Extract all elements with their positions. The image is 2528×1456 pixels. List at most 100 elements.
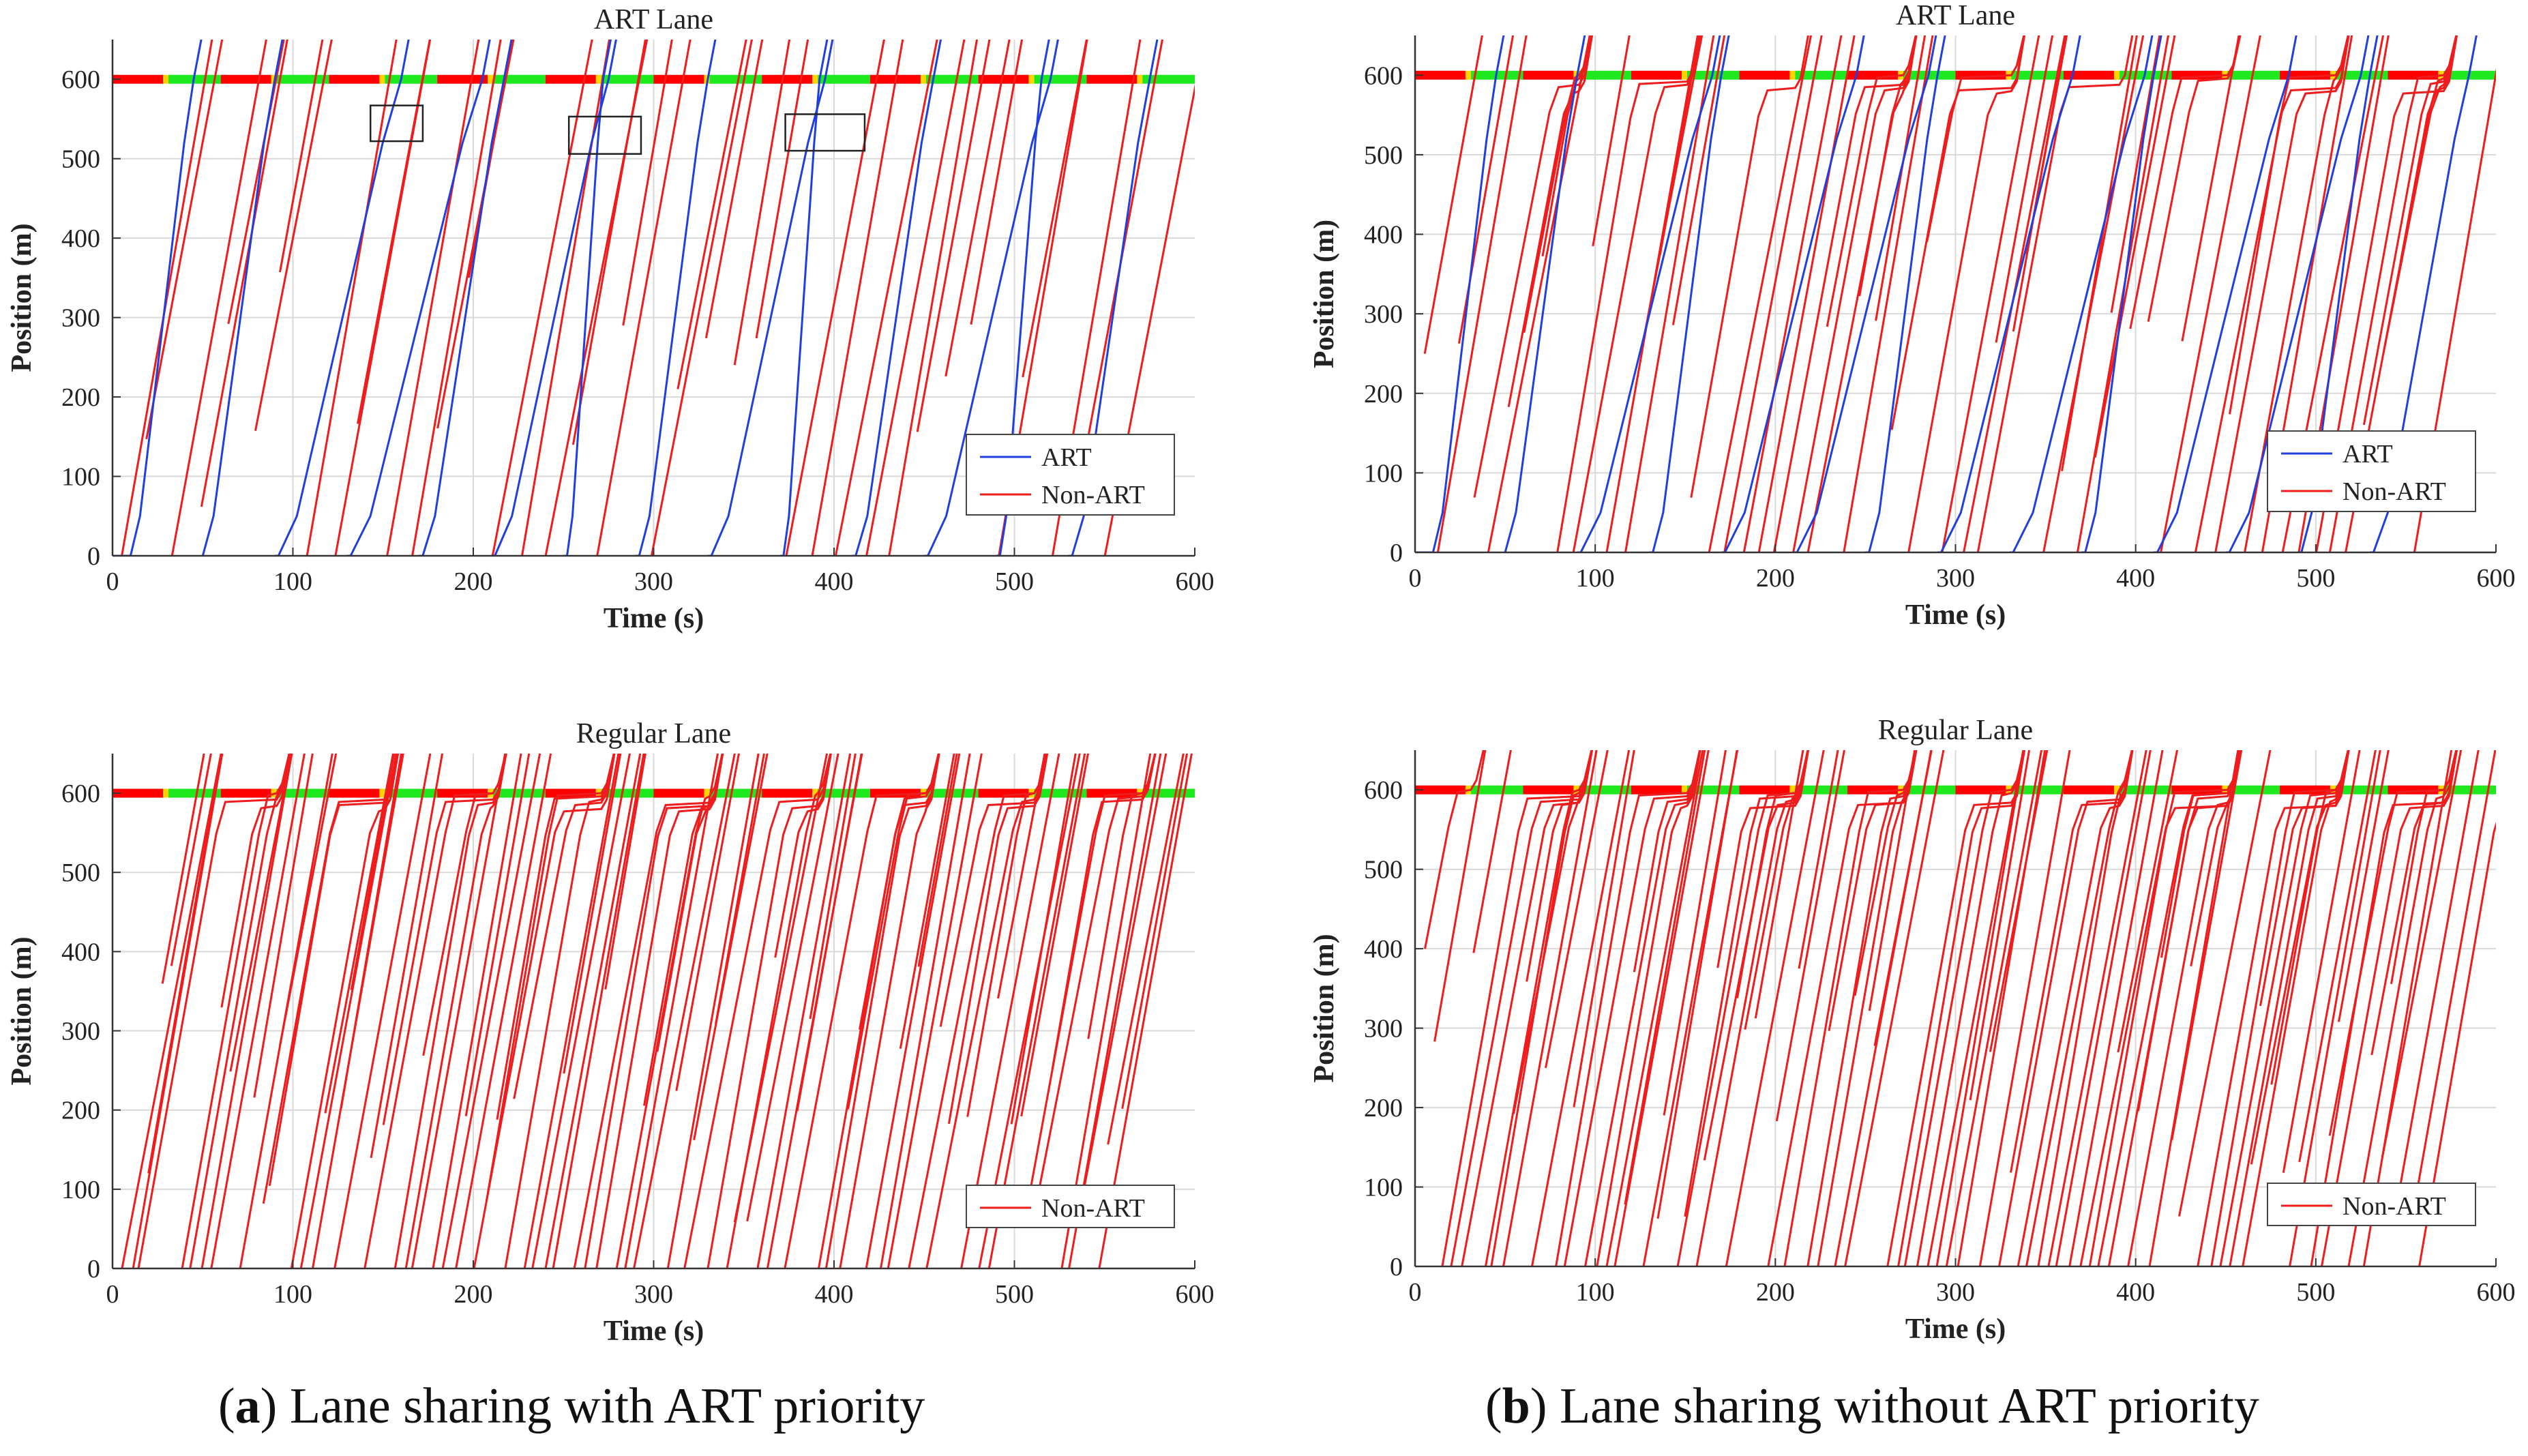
x-tick-label-2: 200 (1756, 1278, 1795, 1307)
y-tick-label-5: 500 (61, 145, 100, 174)
x-tick-label-6: 600 (2477, 564, 2516, 593)
nonart-trajectory (755, 40, 809, 339)
nonart-trajectory (1573, 750, 1635, 1108)
x-tick-label-5: 500 (995, 567, 1034, 596)
x-tick-label-2: 200 (454, 1280, 493, 1309)
nonart-trajectory (633, 754, 736, 1268)
nonart-trajectory (1903, 750, 2025, 1266)
nonart-trajectory (997, 754, 1046, 999)
art-trajectory-11 (924, 40, 1059, 556)
nonart-trajectory (1844, 750, 1945, 1266)
nonart-trajectory (2214, 35, 2350, 552)
nonart-trajectory (2171, 750, 2243, 1140)
nonart-trajectory (404, 754, 507, 1268)
y-tick-label-5: 500 (61, 859, 100, 887)
art-trajectory-4 (1721, 35, 1865, 552)
nonart-trajectory (1995, 35, 2054, 343)
y-tick-label-5: 500 (1364, 856, 1403, 885)
nonart-trajectory (411, 754, 507, 1268)
art-trajectory-0 (113, 40, 203, 556)
x-tick-label-0: 0 (106, 1280, 119, 1309)
x-tick-label-3: 300 (634, 1280, 673, 1309)
nonart-trajectory (513, 754, 616, 1099)
x-tick-label-1: 100 (1576, 1278, 1615, 1307)
x-tick-label-0: 0 (1409, 564, 1422, 593)
nonart-trajectory (1423, 35, 1483, 354)
nonart-trajectory (2181, 35, 2240, 342)
nonart-trajectory (1945, 750, 2043, 1266)
caption-a: (a) Lane sharing with ART priority (218, 1378, 925, 1436)
nonart-trajectory (1545, 750, 1609, 1069)
y-tick-label-3: 300 (1364, 1015, 1403, 1043)
nonart-trajectory (306, 40, 398, 556)
nonart-trajectory (2362, 750, 2453, 1266)
nonart-trajectory (220, 754, 291, 1008)
nonart-trajectory (2298, 750, 2377, 1163)
nonart-trajectory (189, 754, 291, 1268)
art-trajectory-12 (996, 40, 1050, 556)
nonart-trajectory (2282, 750, 2361, 1173)
y-tick-label-2: 200 (61, 383, 100, 412)
nonart-trajectory (2178, 750, 2272, 1217)
nonart-trajectory (899, 754, 955, 1049)
nonart-trajectory (1472, 750, 1512, 953)
nonart-trajectory (1858, 35, 1918, 297)
nonart-trajectory (960, 754, 1060, 1268)
art-trajectory-10 (852, 40, 942, 556)
nonart-trajectory (1708, 35, 1813, 552)
caption-a-text: Lane sharing with ART priority (277, 1378, 925, 1434)
nonart-trajectory (1020, 754, 1089, 1117)
nonart-trajectory (2117, 750, 2179, 1053)
nonart-trajectory (1744, 750, 1809, 1030)
annotation-box-1 (567, 115, 642, 155)
art-trajectory-1 (201, 40, 284, 556)
nonart-trajectory (1507, 35, 1594, 407)
y-axis-label: Position (m) (1309, 934, 1340, 1082)
y-tick-label-6: 600 (1364, 61, 1403, 90)
nonart-trajectory (2055, 750, 2152, 1266)
nonart-trajectory (774, 754, 832, 958)
nonart-trajectory (1725, 750, 1825, 1266)
x-tick-label-4: 400 (2116, 1278, 2155, 1307)
y-tick-label-3: 300 (61, 304, 100, 333)
nonart-trajectory (2190, 750, 2242, 967)
chart-title: Regular Lane (576, 718, 731, 749)
nonart-trajectory (1087, 754, 1157, 1039)
nonart-trajectory (521, 40, 610, 556)
nonart-trajectory (491, 40, 593, 556)
nonart-trajectory (2042, 35, 2145, 552)
nonart-trajectory (200, 754, 293, 1268)
nonart-trajectory (811, 40, 904, 556)
nonart-trajectory (2160, 35, 2261, 552)
art-trajectory-12 (2297, 35, 2379, 552)
nonart-trajectory (1690, 35, 1809, 498)
nonart-trajectory (145, 40, 224, 440)
y-tick-label-6: 600 (1364, 776, 1403, 805)
nonart-trajectory (2289, 750, 2381, 1266)
nonart-trajectory (531, 754, 631, 1268)
nonart-trajectory (622, 40, 673, 326)
art-trajectory-11 (2225, 35, 2370, 552)
x-tick-label-5: 500 (995, 1280, 1034, 1309)
legend: Non-ART (966, 1185, 1175, 1228)
nonart-trajectory (1592, 35, 1631, 247)
trajectories (1415, 750, 2496, 1266)
nonart-trajectory (676, 40, 747, 389)
nonart-trajectory (1775, 750, 1845, 1122)
nonart-trajectory (1121, 754, 1189, 1110)
x-tick-label-3: 300 (634, 567, 673, 596)
nonart-trajectory (1605, 750, 1704, 1266)
nonart-trajectory (2399, 35, 2458, 262)
nonart-trajectory (1098, 754, 1193, 1268)
art-trajectory-6 (563, 40, 612, 556)
legend-label-1: Non-ART (2343, 477, 2446, 506)
chart-title: ART Lane (594, 4, 713, 35)
nonart-trajectory (859, 754, 940, 1030)
nonart-trajectory (1424, 750, 1485, 949)
nonart-trajectory (733, 754, 829, 1223)
nonart-trajectory (1757, 35, 1856, 552)
x-axis-label: Time (s) (1905, 599, 2006, 631)
art-trajectory-3 (1649, 35, 1730, 552)
